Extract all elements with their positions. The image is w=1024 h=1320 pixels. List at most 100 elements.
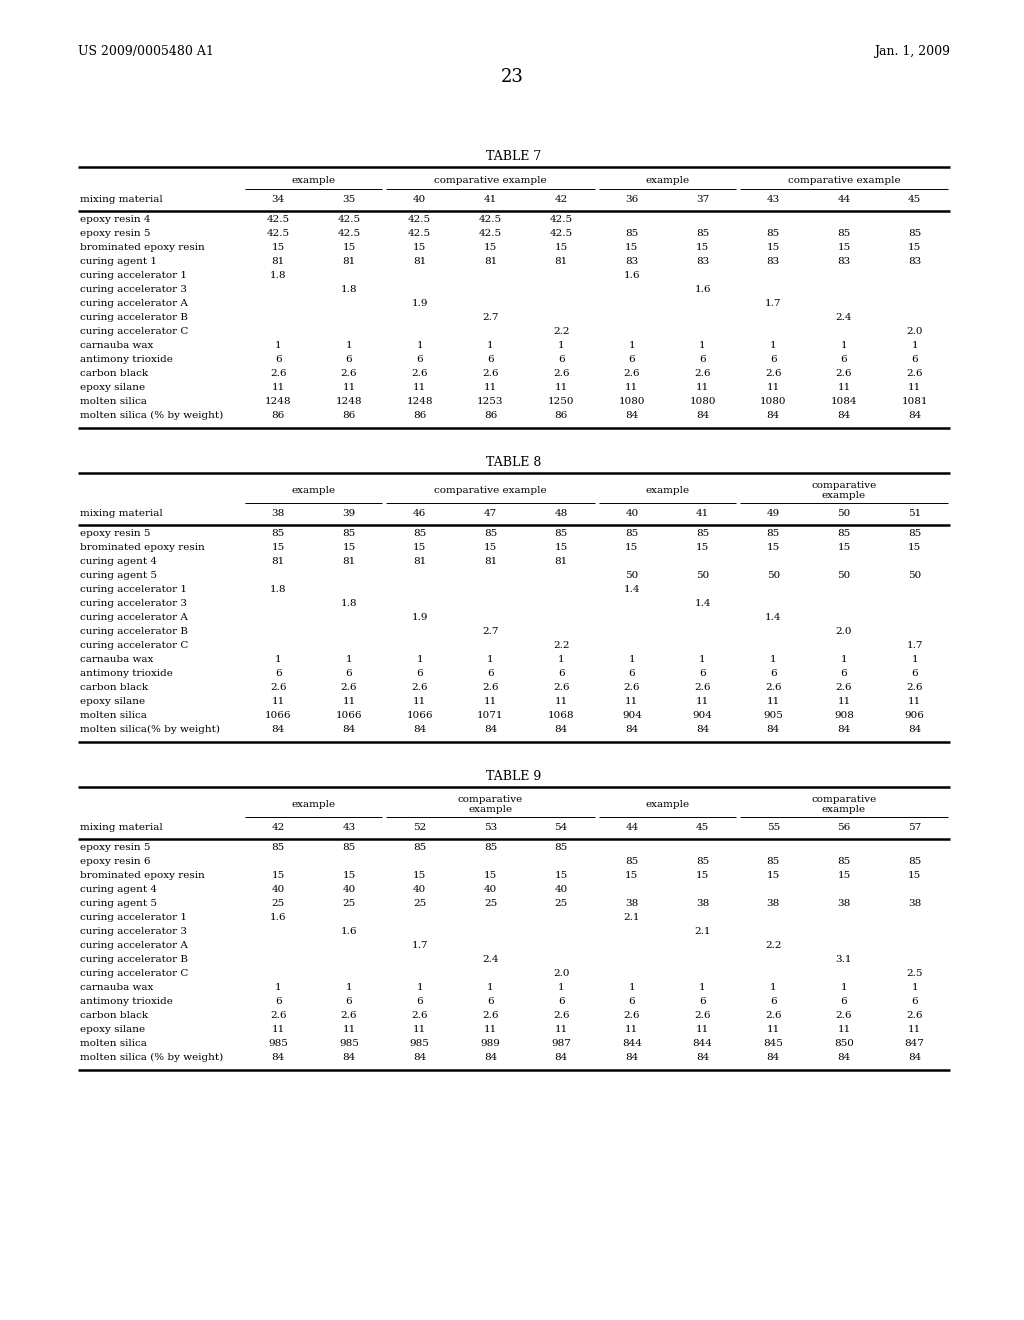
Text: 15: 15 [342,871,355,880]
Text: brominated epoxy resin: brominated epoxy resin [80,543,205,552]
Text: 6: 6 [558,355,564,364]
Text: 6: 6 [699,669,706,678]
Text: 38: 38 [838,899,851,908]
Text: 904: 904 [622,711,642,719]
Text: 1: 1 [841,655,847,664]
Text: 2.4: 2.4 [482,954,499,964]
Text: 1: 1 [841,341,847,350]
Text: 86: 86 [413,411,426,420]
Text: example: example [292,800,336,809]
Text: 1.6: 1.6 [694,285,711,294]
Text: 41: 41 [483,195,497,205]
Text: 11: 11 [271,697,285,706]
Text: 43: 43 [767,195,780,205]
Text: 2.6: 2.6 [412,1011,428,1020]
Text: 1248: 1248 [265,397,292,407]
Text: 15: 15 [626,543,639,552]
Text: 84: 84 [696,411,710,420]
Text: 84: 84 [555,725,567,734]
Text: 11: 11 [696,697,710,706]
Text: curing accelerator C: curing accelerator C [80,642,188,649]
Text: 1.6: 1.6 [270,913,287,921]
Text: 1: 1 [911,655,918,664]
Text: 2.1: 2.1 [694,927,711,936]
Text: 6: 6 [275,355,282,364]
Text: 1: 1 [911,341,918,350]
Text: 6: 6 [346,669,352,678]
Text: 85: 85 [696,529,710,539]
Text: 2.6: 2.6 [765,370,781,378]
Text: 6: 6 [346,997,352,1006]
Text: 11: 11 [626,1026,639,1034]
Text: 844: 844 [622,1039,642,1048]
Text: 81: 81 [413,257,426,267]
Text: 83: 83 [696,257,710,267]
Text: epoxy silane: epoxy silane [80,697,145,706]
Text: 84: 84 [626,411,639,420]
Text: 15: 15 [626,243,639,252]
Text: 1: 1 [770,983,776,993]
Text: 42.5: 42.5 [267,228,290,238]
Text: 6: 6 [487,997,494,1006]
Text: 85: 85 [767,529,780,539]
Text: 2.6: 2.6 [765,1011,781,1020]
Text: epoxy resin 5: epoxy resin 5 [80,529,151,539]
Text: 40: 40 [626,510,639,517]
Text: 25: 25 [483,899,497,908]
Text: 15: 15 [838,871,851,880]
Text: 84: 84 [413,1053,426,1063]
Text: 84: 84 [838,725,851,734]
Text: 85: 85 [271,843,285,851]
Text: 2.6: 2.6 [341,682,357,692]
Text: 84: 84 [908,411,922,420]
Text: 844: 844 [692,1039,713,1048]
Text: 45: 45 [908,195,922,205]
Text: 2.6: 2.6 [624,370,640,378]
Text: 6: 6 [417,997,423,1006]
Text: 2.0: 2.0 [553,969,569,978]
Text: 1.4: 1.4 [624,585,640,594]
Text: curing accelerator 1: curing accelerator 1 [80,271,187,280]
Text: 85: 85 [342,529,355,539]
Text: 6: 6 [275,669,282,678]
Text: 1248: 1248 [407,397,433,407]
Text: 2.6: 2.6 [906,682,923,692]
Text: 85: 85 [271,529,285,539]
Text: TABLE 8: TABLE 8 [486,455,542,469]
Text: 11: 11 [483,1026,497,1034]
Text: 11: 11 [767,1026,780,1034]
Text: 15: 15 [483,243,497,252]
Text: 1: 1 [558,655,564,664]
Text: 11: 11 [696,1026,710,1034]
Text: curing accelerator 1: curing accelerator 1 [80,913,187,921]
Text: 50: 50 [838,510,851,517]
Text: 6: 6 [770,355,776,364]
Text: 1066: 1066 [407,711,433,719]
Text: 6: 6 [699,997,706,1006]
Text: 84: 84 [696,725,710,734]
Text: 2.6: 2.6 [482,370,499,378]
Text: 11: 11 [767,383,780,392]
Text: example: example [292,486,336,495]
Text: 40: 40 [342,884,355,894]
Text: 2.6: 2.6 [482,682,499,692]
Text: 11: 11 [413,1026,426,1034]
Text: 2.6: 2.6 [553,370,569,378]
Text: mixing material: mixing material [80,510,163,517]
Text: 6: 6 [487,355,494,364]
Text: 38: 38 [696,899,710,908]
Text: 2.6: 2.6 [906,370,923,378]
Text: 35: 35 [342,195,355,205]
Text: 53: 53 [483,822,497,832]
Text: curing agent 5: curing agent 5 [80,899,157,908]
Text: 44: 44 [838,195,851,205]
Text: 2.6: 2.6 [694,370,711,378]
Text: 1: 1 [346,983,352,993]
Text: 86: 86 [555,411,567,420]
Text: 38: 38 [626,899,639,908]
Text: 85: 85 [838,228,851,238]
Text: 84: 84 [838,1053,851,1063]
Text: 2.6: 2.6 [270,1011,287,1020]
Text: curing agent 4: curing agent 4 [80,884,157,894]
Text: curing agent 4: curing agent 4 [80,557,157,566]
